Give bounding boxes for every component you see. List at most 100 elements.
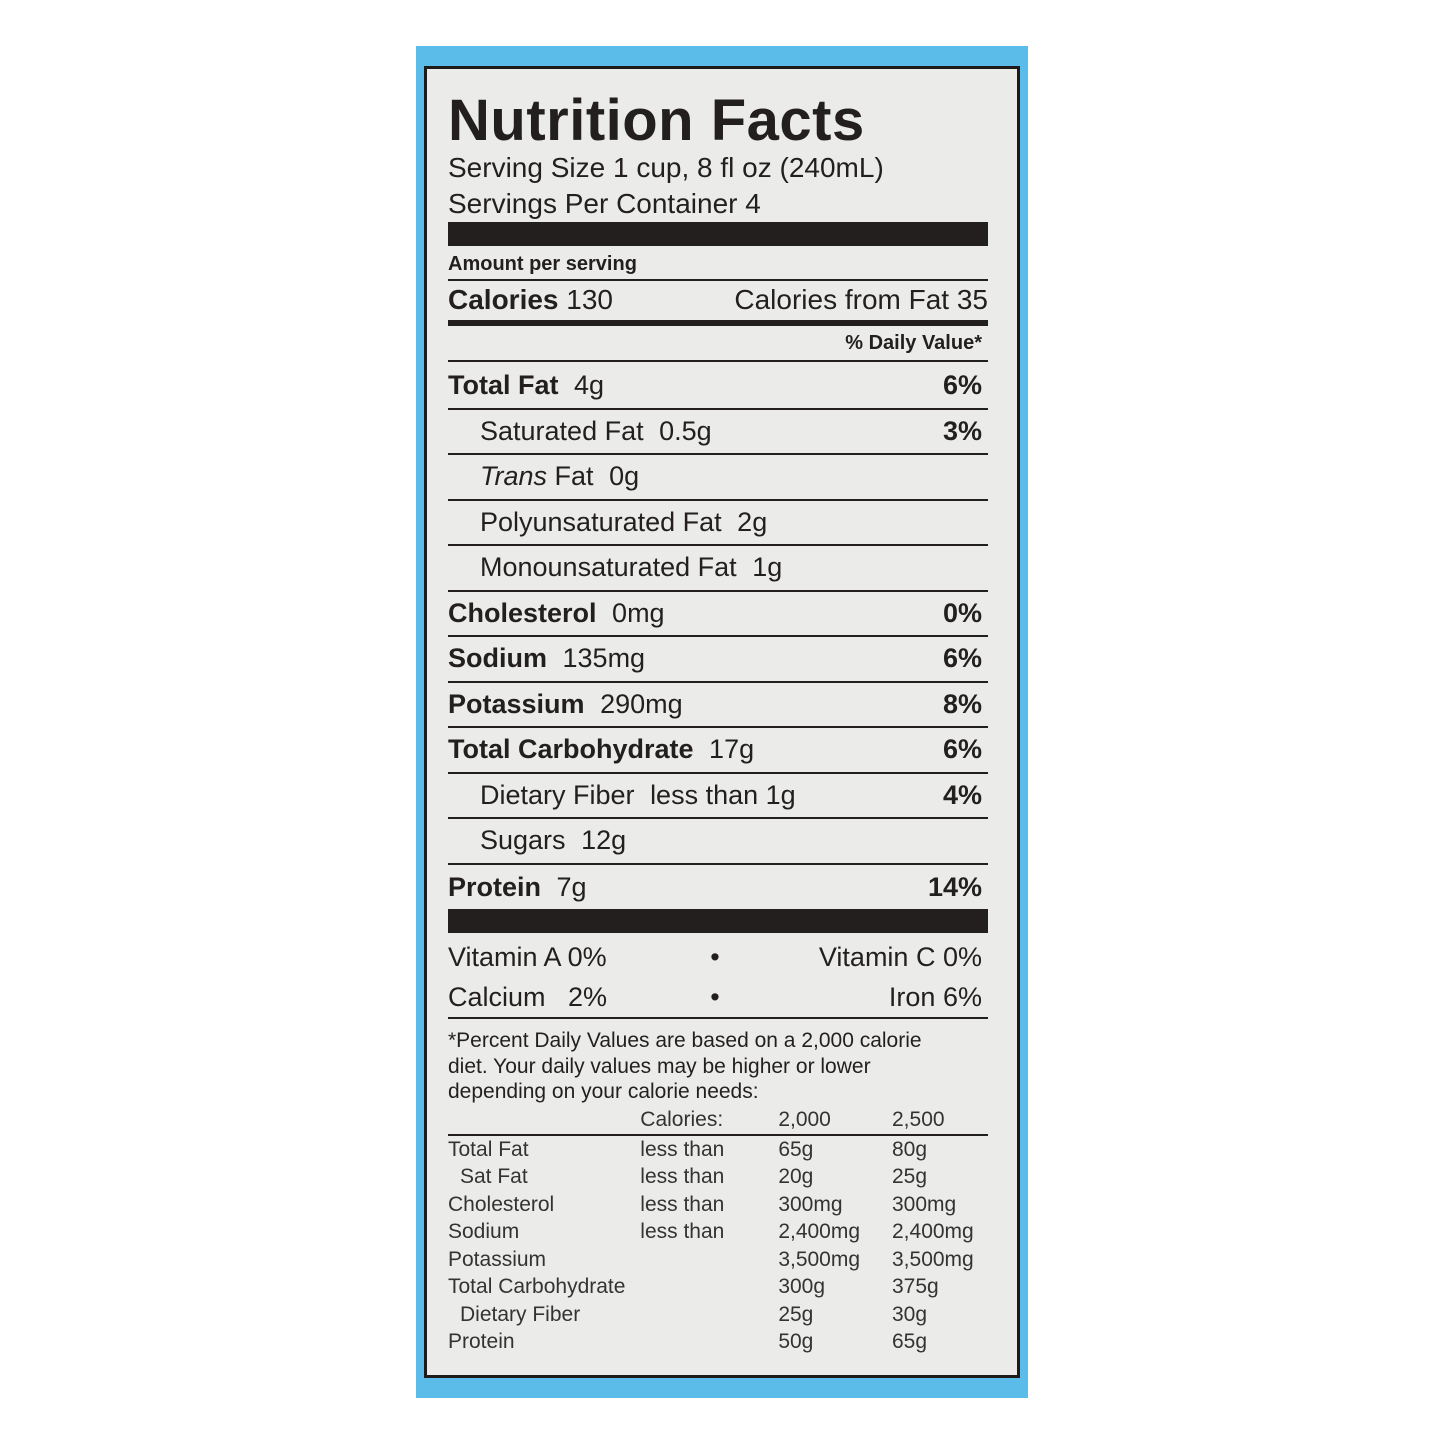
serving-size: Serving Size 1 cup, 8 fl oz (240mL) <box>448 152 884 183</box>
nutrient-row: Dietary Fiber less than 1g 4% <box>448 774 988 819</box>
table-cell: 2,500 <box>892 1106 988 1136</box>
nutrient-row: Sugars 12g <box>448 819 988 865</box>
nutrient-amount: 0g <box>609 461 640 492</box>
nutrient-name: Monounsaturated Fat <box>480 552 737 583</box>
nutrient-label: Total Fat 4g <box>448 370 604 401</box>
footnote-line: *Percent Daily Values are based on a 2,0… <box>448 1029 922 1052</box>
daily-value-reference-table: Calories: 2,000 2,500 Total Fat less than 65g… <box>448 1106 988 1356</box>
nutrient-daily-value: 8% <box>942 688 982 719</box>
table-cell: 300g <box>778 1275 826 1298</box>
table-cell: less than <box>640 1137 725 1161</box>
nutrient-daily-value: 6% <box>942 370 982 401</box>
nutrient-amount: 135mg <box>562 643 646 674</box>
nutrient-label: Total Carbohydrate 17g <box>448 734 754 765</box>
nutrient-name: Total Fat <box>448 370 559 401</box>
nutrient-row: Monounsaturated Fat 1g <box>448 546 988 592</box>
nutrient-label: Cholesterol 0mg <box>448 598 665 629</box>
nutrient-amount: 1g <box>752 552 783 583</box>
nutrient-amount: 17g <box>709 734 755 765</box>
nutrient-label: Polyunsaturated Fat 2g <box>480 507 767 538</box>
vitamin-row: Calcium 2% • Iron 6% <box>448 977 988 1019</box>
thick-divider <box>448 909 988 933</box>
nutrient-label: Dietary Fiber less than 1g <box>480 780 796 811</box>
table-cell: Protein <box>448 1330 515 1353</box>
table-row: Cholesterol less than 300mg 300mg <box>448 1191 988 1219</box>
nutrient-row: Potassium 290mg 8% <box>448 683 988 728</box>
table-cell: 50g <box>778 1330 814 1353</box>
table-cell <box>640 1301 778 1329</box>
table-cell: less than <box>640 1220 725 1243</box>
calcium: Calcium 2% <box>448 981 608 1012</box>
calories-label: Calories <box>448 284 559 315</box>
nutrient-label: Protein 7g <box>448 872 587 903</box>
table-cell: less than <box>640 1165 725 1188</box>
table-cell: 65g <box>778 1137 814 1161</box>
nutrient-amount: 2g <box>737 506 768 537</box>
nutrient-amount: 7g <box>556 871 587 902</box>
table-cell: 65g <box>892 1330 928 1353</box>
nutrient-row: Polyunsaturated Fat 2g <box>448 501 988 546</box>
iron: Iron 6% <box>888 981 982 1012</box>
nutrient-amount: 0.5g <box>659 415 712 446</box>
divider <box>448 279 988 281</box>
table-cell <box>448 1106 641 1136</box>
nutrient-label: Sugars 12g <box>480 825 626 856</box>
nutrient-amount: 290mg <box>600 688 683 719</box>
nutrient-label: Sodium 135mg <box>448 643 645 674</box>
table-cell: 3,500mg <box>778 1247 861 1271</box>
table-cell: Potassium <box>448 1247 547 1271</box>
nutrient-row: Total Fat 4g 6% <box>448 364 988 410</box>
table-cell: Sat Fat <box>460 1165 528 1188</box>
table-cell: 2,000 <box>778 1106 892 1136</box>
footnote-line: depending on your calorie needs: <box>448 1080 759 1103</box>
nutrient-row: Trans Fat 0g <box>448 455 988 501</box>
nutrient-amount: 4g <box>574 370 605 401</box>
table-header-row: Calories: 2,000 2,500 <box>448 1106 988 1136</box>
table-row: Total Carbohydrate 300g 375g <box>448 1273 988 1301</box>
nutrient-label: Monounsaturated Fat 1g <box>480 552 782 583</box>
table-cell: 2,400mg <box>892 1220 974 1243</box>
table-cell: 25g <box>892 1165 928 1188</box>
nutrient-label: Trans Fat 0g <box>480 461 639 492</box>
nutrient-name: Trans <box>480 461 548 492</box>
nutrient-amount: less than 1g <box>650 779 796 810</box>
label-title: Nutrition Facts <box>448 88 865 153</box>
vitamin-row: Vitamin A 0% • Vitamin C 0% <box>448 937 988 977</box>
table-cell: Calories: <box>640 1106 779 1136</box>
table-cell: 2,400mg <box>778 1220 861 1243</box>
vitamin-c: Vitamin C 0% <box>818 941 982 972</box>
nutrient-name: Polyunsaturated Fat <box>480 506 722 537</box>
table-cell: 20g <box>778 1165 814 1188</box>
nutrient-daily-value: 3% <box>942 415 982 446</box>
table-cell: 80g <box>892 1137 928 1161</box>
daily-value-header: % Daily Value* <box>845 332 982 354</box>
bullet: • <box>710 981 720 1012</box>
table-cell <box>640 1328 778 1356</box>
table-cell: Dietary Fiber <box>460 1302 581 1326</box>
nutrient-name-suffix: Fat <box>554 461 594 492</box>
nutrient-daily-value: 4% <box>942 779 982 810</box>
table-cell: Total Carbohydrate <box>448 1275 626 1298</box>
table-cell <box>640 1246 778 1274</box>
vitamin-list: Vitamin A 0% • Vitamin C 0% Calcium 2% •… <box>448 937 988 1019</box>
calories-from-fat: Calories from Fat 35 <box>734 284 988 315</box>
table-row: Sat Fat less than 20g 25g <box>448 1163 988 1191</box>
table-row: Protein 50g 65g <box>448 1328 988 1356</box>
table-cell: Cholesterol <box>448 1192 555 1216</box>
table-row: Dietary Fiber 25g 30g <box>448 1301 988 1329</box>
calories-row: Calories 130 Calories from Fat 35 <box>448 284 988 318</box>
nutrient-row: Protein 7g 14% <box>448 865 988 911</box>
table-cell: 300mg <box>778 1192 843 1216</box>
table-cell: 300mg <box>892 1192 957 1216</box>
nutrient-label: Saturated Fat 0.5g <box>480 416 712 447</box>
thick-divider <box>448 222 988 246</box>
footnote: *Percent Daily Values are based on a 2,0… <box>448 1028 988 1105</box>
nutrient-daily-value: 6% <box>942 643 982 674</box>
footnote-line: diet. Your daily values may be higher or… <box>448 1054 871 1078</box>
nutrient-name: Sugars <box>480 825 566 856</box>
nutrient-name: Cholesterol <box>448 597 597 628</box>
nutrient-list: Total Fat 4g 6% Saturated Fat 0.5g 3% Trans … <box>448 364 988 910</box>
table-row: Sodium less than 2,400mg 2,400mg <box>448 1218 988 1246</box>
table-cell: Sodium <box>448 1220 520 1243</box>
nutrition-label-panel <box>424 66 1020 1378</box>
